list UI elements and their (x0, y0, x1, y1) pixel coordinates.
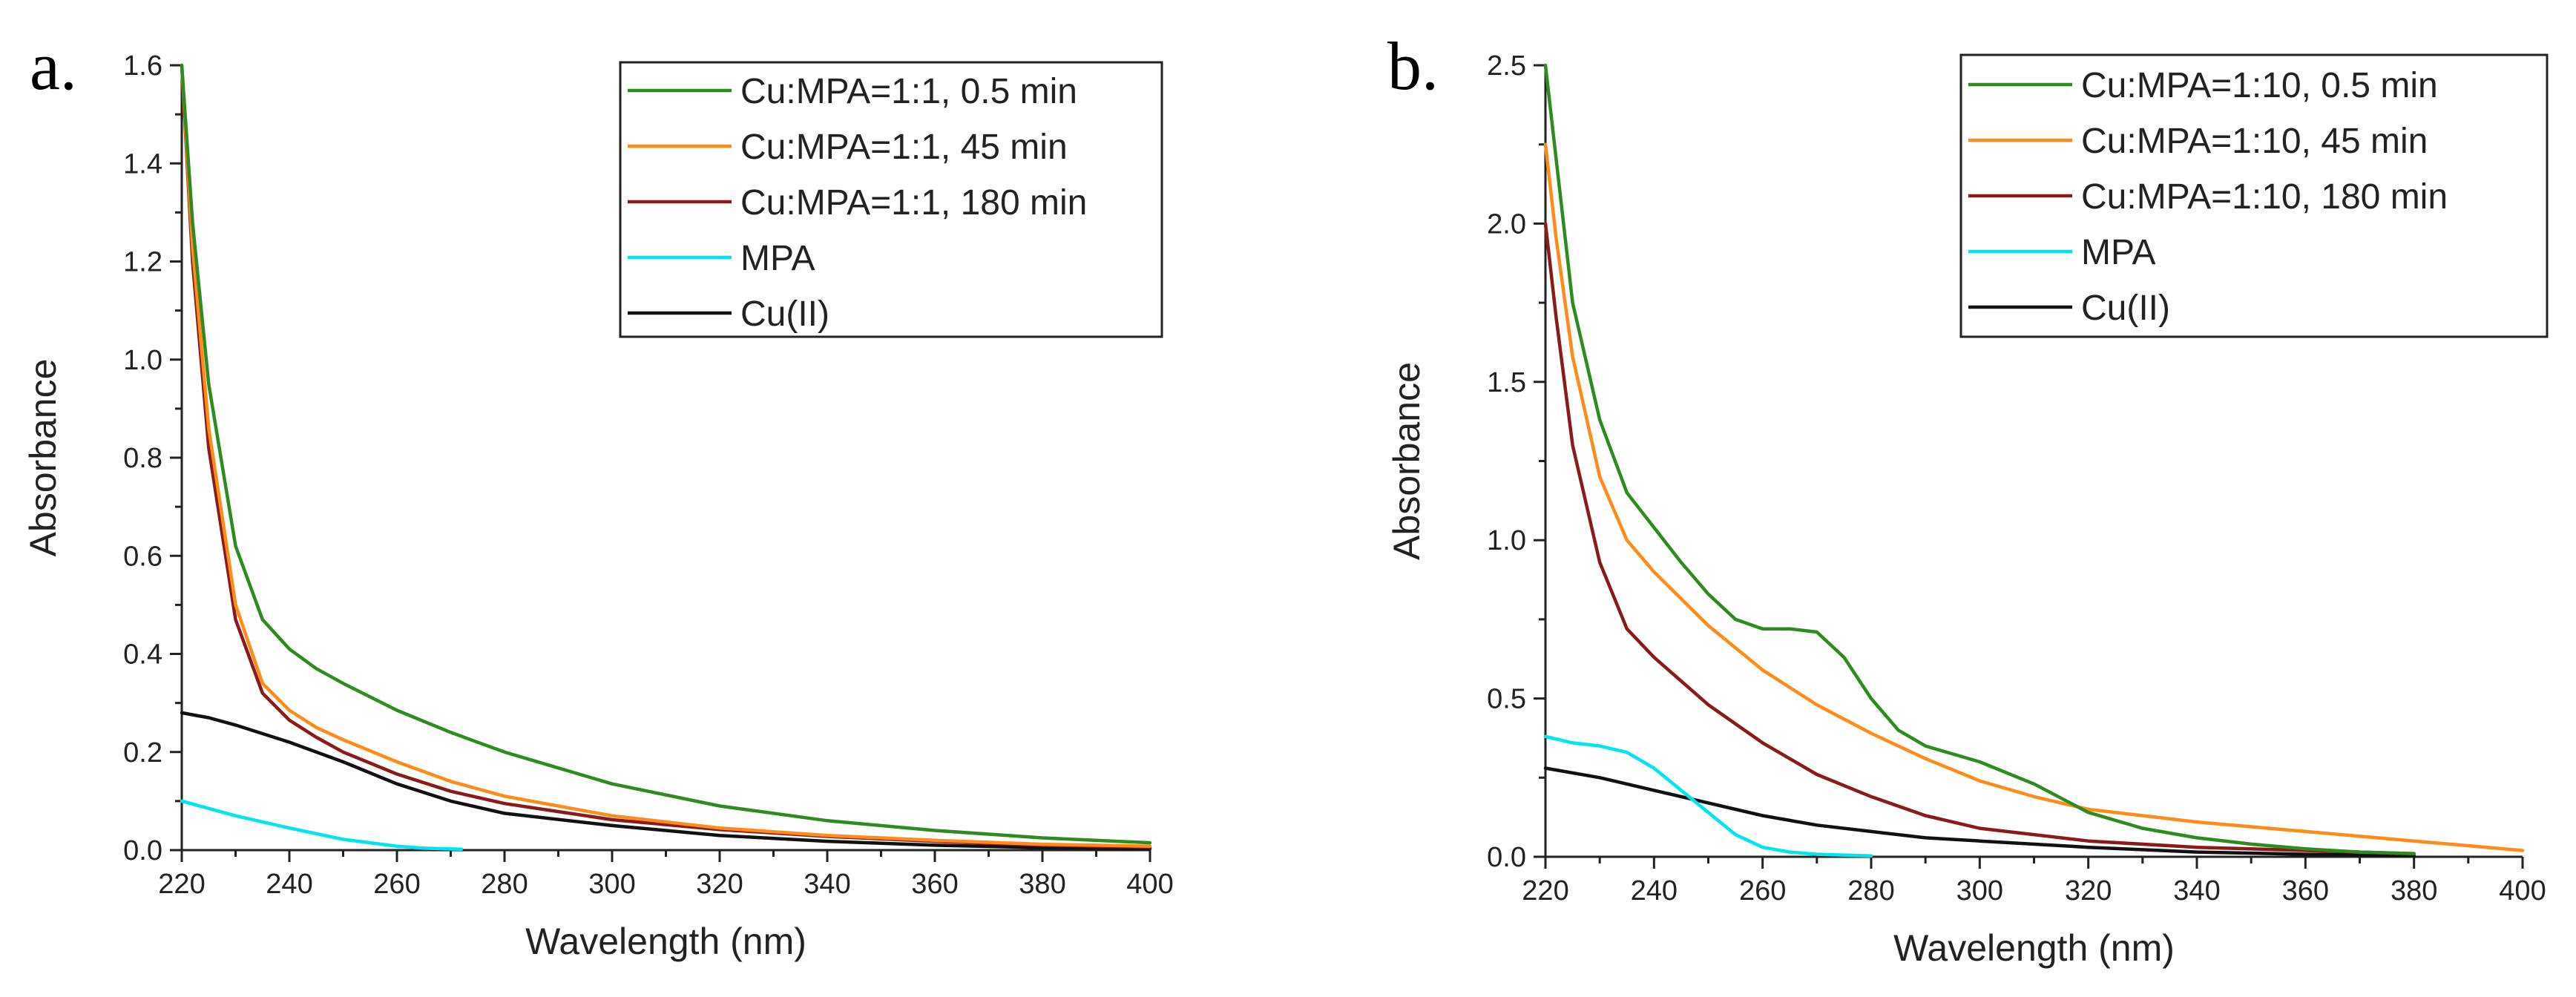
legend-label: Cu:MPA=1:10, 0.5 min (2081, 66, 2438, 105)
panel-label: b. (1387, 28, 1439, 104)
series-lines (180, 63, 1152, 851)
y-tick-label: 0.5 (1487, 684, 1526, 715)
y-tick-label: 0.4 (123, 639, 162, 671)
series-line (180, 799, 464, 851)
legend: Cu:MPA=1:1, 0.5 min Cu:MPA=1:1, 45 min Cu:… (619, 61, 1163, 338)
x-tick-label: 380 (1019, 869, 1065, 900)
legend: Cu:MPA=1:10, 0.5 min Cu:MPA=1:10, 45 min C… (1959, 53, 2549, 338)
x-tick-label: 360 (911, 869, 958, 900)
y-tick-label: 0.2 (123, 737, 162, 769)
legend-label: MPA (2081, 233, 2155, 272)
legend-label: Cu:MPA=1:1, 45 min (740, 128, 1068, 167)
x-tick-label: 300 (588, 869, 635, 900)
y-axis-title: Absorbance (22, 359, 64, 557)
y-tick-label: 1.6 (123, 50, 162, 82)
series-line (180, 63, 1152, 845)
panel-label: a. (30, 28, 77, 104)
series-line (1543, 766, 2416, 858)
x-tick-label: 320 (696, 869, 743, 900)
series-line (180, 711, 1152, 851)
series-line (180, 63, 1152, 848)
legend-box (619, 61, 1163, 338)
y-tick-label: 2.0 (1487, 208, 1526, 240)
y-tick-label: 1.5 (1487, 367, 1526, 398)
series-line (1543, 734, 1873, 858)
y-tick-label: 1.0 (1487, 525, 1526, 556)
x-axis-title: Wavelength (nm) (525, 921, 806, 962)
y-tick-label: 2.5 (1487, 50, 1526, 82)
legend-label: Cu:MPA=1:1, 180 min (740, 183, 1087, 223)
y-axis-title: Absorbance (1386, 362, 1427, 560)
y-tick-label: 0.8 (123, 443, 162, 474)
x-tick-label: 360 (2282, 875, 2329, 906)
series-line (1543, 142, 2525, 852)
x-tick-label: 220 (158, 869, 205, 900)
x-tick-label: 300 (1956, 875, 2003, 906)
legend-label: Cu(II) (2081, 289, 2170, 328)
x-tick-label: 380 (2391, 875, 2437, 906)
legend-label: Cu:MPA=1:10, 45 min (2081, 122, 2428, 161)
x-axis-title: Wavelength (nm) (1893, 927, 2175, 969)
x-tick-label: 260 (373, 869, 420, 900)
y-tick-label: 0.6 (123, 541, 162, 572)
y-tick-label: 1.4 (123, 148, 162, 180)
x-tick-label: 320 (2065, 875, 2112, 906)
x-tick-label: 220 (1522, 875, 1568, 906)
x-tick-label: 340 (2173, 875, 2220, 906)
x-tick-label: 240 (1631, 875, 1678, 906)
x-tick-label: 340 (804, 869, 850, 900)
chart-panel-b: b. 220 240 260 280 300 320 340 360 380 400 0.0 0.5 1.… (1386, 28, 2549, 969)
legend-label: Cu(II) (740, 295, 829, 334)
legend-label: Cu:MPA=1:1, 0.5 min (740, 72, 1077, 111)
x-tick-label: 280 (481, 869, 528, 900)
y-tick-label: 1.2 (123, 247, 162, 278)
y-tick-label: 0.0 (1487, 842, 1526, 873)
series-line (1543, 222, 2416, 855)
legend-label: MPA (740, 239, 815, 278)
legend-label: Cu:MPA=1:10, 180 min (2081, 177, 2448, 217)
x-tick-label: 280 (1847, 875, 1894, 906)
y-tick-label: 0.0 (123, 835, 162, 866)
series-line (1543, 63, 2416, 855)
x-tick-label: 240 (266, 869, 312, 900)
y-tick-label: 1.0 (123, 345, 162, 376)
series-lines (1543, 63, 2525, 858)
chart-panel-a: a. 220 240 260 280 300 320 340 360 380 400 0.0 0.2 0.… (22, 28, 1174, 962)
x-tick-label: 400 (1126, 869, 1173, 900)
x-tick-label: 400 (2499, 875, 2546, 906)
x-tick-label: 260 (1739, 875, 1786, 906)
